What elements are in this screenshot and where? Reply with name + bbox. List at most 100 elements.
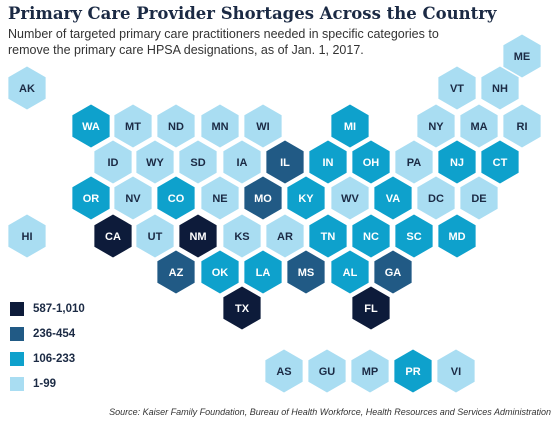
state-hex-shape [460,104,498,148]
state-hex-me: ME [503,34,541,78]
state-hex-shape [481,140,519,184]
legend-swatch [10,352,24,366]
state-hex-shape [460,176,498,220]
state-hex-label: VT [450,83,464,95]
state-hex-ne: NE [201,176,239,220]
state-hex-label: KY [298,193,314,205]
state-hex-label: MO [254,193,272,205]
state-hex-label: ME [514,51,531,63]
map-subtitle: Number of targeted primary care practiti… [8,27,439,57]
state-hex-shape [481,66,519,110]
state-hex-shape [308,349,346,393]
state-hex-label: CT [493,157,508,169]
state-hex-label: NH [492,83,508,95]
state-hex-vt: VT [438,66,476,110]
state-hex-label: CO [168,193,185,205]
state-hex-shape [395,140,433,184]
state-hex-shape [265,349,303,393]
state-hex-label: OR [83,193,100,205]
state-hex-hi: HI [8,214,46,258]
state-hex-il: IL [266,140,304,184]
state-hex-shape [309,214,347,258]
state-hex-shape [266,214,304,258]
state-hex-label: WI [256,121,269,133]
state-hex-ak: AK [8,66,46,110]
state-hex-shape [8,66,46,110]
state-hex-label: AK [19,83,35,95]
state-hex-label: AZ [169,267,184,279]
state-hex-label: MT [125,121,141,133]
state-hex-co: CO [157,176,195,220]
state-hex-shape [114,104,152,148]
state-hex-label: AS [276,366,291,378]
state-hex-ia: IA [223,140,261,184]
state-hex-shape [352,214,390,258]
state-hex-label: PA [407,157,422,169]
state-hex-mn: MN [201,104,239,148]
state-hex-shape [157,176,195,220]
state-hex-label: SD [190,157,205,169]
state-hex-fl: FL [352,286,390,330]
state-hex-label: DC [428,193,444,205]
state-hex-label: HI [22,231,33,243]
state-hex-label: WV [341,193,359,205]
state-hex-oh: OH [352,140,390,184]
state-hex-shape [352,140,390,184]
state-hex-shape [223,140,261,184]
state-hex-nm: NM [179,214,217,258]
state-hex-shape [223,286,261,330]
state-hex-label: TN [321,231,336,243]
state-hex-label: NC [363,231,379,243]
state-hex-label: IN [323,157,334,169]
state-hex-shape [437,349,475,393]
state-hex-shape [266,140,304,184]
state-hex-shape [179,214,217,258]
legend-label: 1-99 [33,378,57,390]
state-hex-label: GA [385,267,402,279]
state-hex-wy: WY [136,140,174,184]
state-hex-label: UT [148,231,163,243]
state-hex-shape [438,214,476,258]
state-hex-shape [331,104,369,148]
state-hex-label: IL [280,157,290,169]
state-hex-shape [72,104,110,148]
state-hex-label: DE [471,193,486,205]
state-hex-label: IA [237,157,248,169]
state-hex-shape [201,176,239,220]
map-title: Primary Care Provider Shortages Across t… [8,4,497,23]
state-hex-label: GU [319,366,336,378]
state-hex-shape [394,349,432,393]
state-hex-shape [309,140,347,184]
state-hex-ny: NY [417,104,455,148]
state-hex-shape [352,286,390,330]
state-hex-shape [438,140,476,184]
state-hex-label: OK [212,267,229,279]
state-hex-shape [438,66,476,110]
state-hex-ut: UT [136,214,174,258]
state-hex-label: WA [82,121,100,133]
state-hex-nv: NV [114,176,152,220]
state-hex-shape [157,104,195,148]
state-hex-mt: MT [114,104,152,148]
legend-label: 587-1,010 [33,303,85,315]
state-hex-label: ND [168,121,184,133]
state-hex-la: LA [244,250,282,294]
state-hex-label: MD [448,231,465,243]
state-hex-label: MA [470,121,487,133]
state-hex-shape [331,176,369,220]
state-hex-shape [417,176,455,220]
state-hex-label: FL [364,303,378,315]
state-hex-shape [72,176,110,220]
state-hex-label: MI [344,121,356,133]
state-hex-label: SC [406,231,421,243]
legend-swatch [10,302,24,316]
state-hex-shape [503,104,541,148]
state-hex-label: VA [386,193,401,205]
state-hex-shape [374,176,412,220]
state-hex-shape [8,214,46,258]
state-hex-shape [374,250,412,294]
legend-label: 106-233 [33,353,76,365]
state-hex-label: CA [105,231,121,243]
state-hex-in: IN [309,140,347,184]
state-hex-shape [244,250,282,294]
